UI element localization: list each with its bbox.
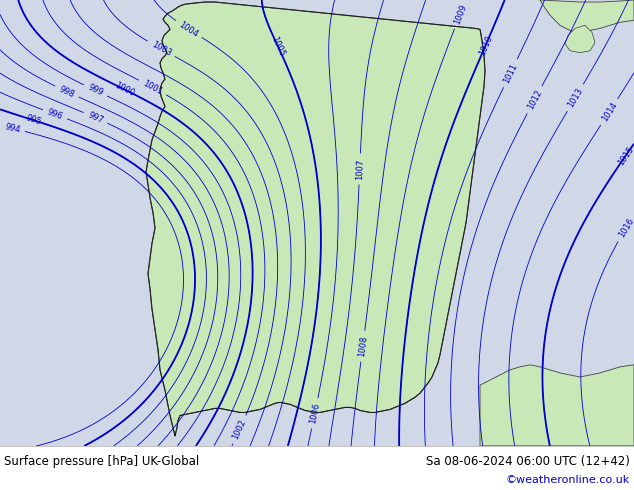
Text: ©weatheronline.co.uk: ©weatheronline.co.uk — [506, 475, 630, 485]
Text: 996: 996 — [46, 107, 64, 122]
Text: 1007: 1007 — [355, 158, 365, 180]
Text: 1013: 1013 — [566, 86, 585, 109]
Text: 995: 995 — [25, 114, 43, 127]
Polygon shape — [0, 0, 634, 446]
Text: 1001: 1001 — [141, 78, 164, 97]
Polygon shape — [480, 365, 634, 446]
Text: 1009: 1009 — [452, 3, 468, 25]
Text: 1016: 1016 — [617, 217, 634, 240]
Text: 1000: 1000 — [113, 81, 136, 98]
Text: 999: 999 — [86, 83, 105, 98]
Text: 994: 994 — [4, 122, 21, 135]
Text: 1012: 1012 — [526, 88, 543, 111]
Polygon shape — [565, 25, 595, 53]
Text: 1004: 1004 — [178, 20, 200, 39]
Polygon shape — [540, 0, 634, 32]
Text: 1011: 1011 — [501, 62, 519, 85]
Text: Surface pressure [hPa] UK-Global: Surface pressure [hPa] UK-Global — [4, 455, 199, 468]
Text: 1015: 1015 — [616, 145, 634, 167]
Text: 1014: 1014 — [600, 101, 619, 123]
Text: Sa 08-06-2024 06:00 UTC (12+42): Sa 08-06-2024 06:00 UTC (12+42) — [426, 455, 630, 468]
Text: 1010: 1010 — [477, 34, 494, 57]
Text: 1006: 1006 — [308, 402, 321, 424]
Text: 997: 997 — [86, 110, 105, 125]
Text: 1002: 1002 — [231, 418, 248, 441]
Text: 1003: 1003 — [150, 40, 172, 58]
Text: 1008: 1008 — [357, 335, 368, 357]
Polygon shape — [146, 2, 485, 436]
Text: 1005: 1005 — [269, 35, 287, 58]
Text: 998: 998 — [58, 84, 76, 99]
